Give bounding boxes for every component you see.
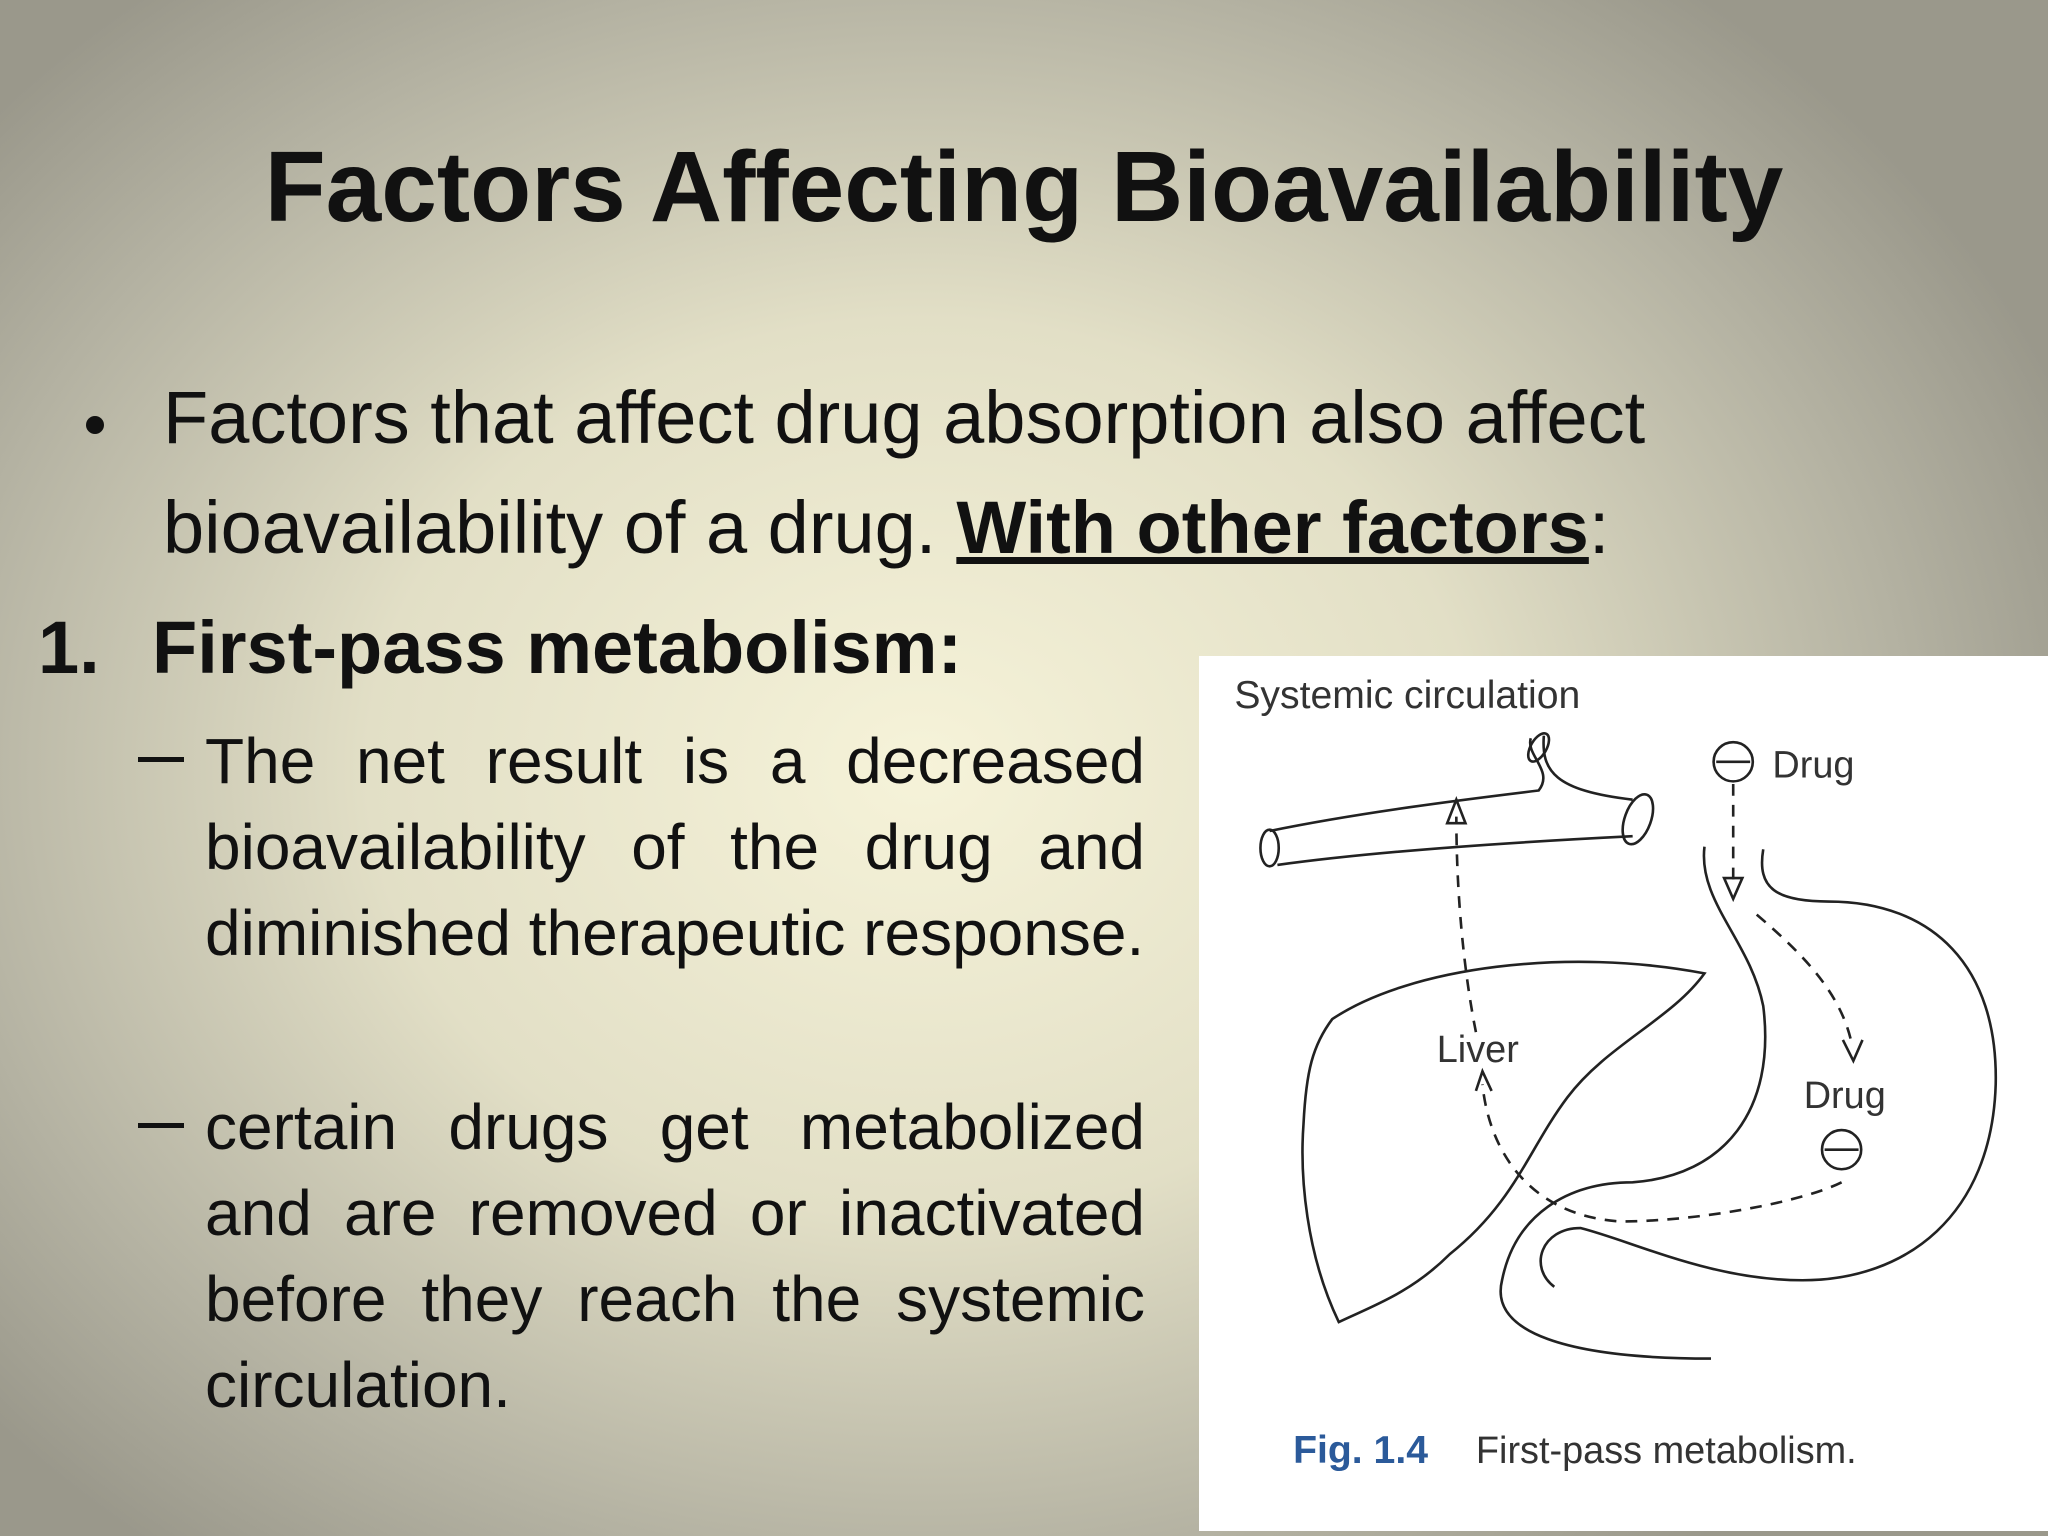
- bullet-emphasis: With other factors: [956, 486, 1589, 569]
- arrow-head: [1445, 796, 1468, 825]
- item-heading: First-pass metabolism:: [152, 606, 963, 689]
- vessel: [1259, 731, 1655, 868]
- flow-arrow: [1455, 816, 1478, 1033]
- bullet-line: Factors that affect drug absorption also…: [163, 376, 1646, 459]
- figure: Systemic circulation Drug Liver Drug Fig…: [1199, 656, 2048, 1531]
- arrow-head: [1474, 1067, 1493, 1092]
- figure-caption: First-pass metabolism.: [1476, 1430, 1857, 1472]
- dash: [138, 757, 184, 762]
- drug-symbol: [1712, 740, 1755, 783]
- figure-number: Fig. 1.4: [1293, 1429, 1428, 1472]
- figure-label: Drug: [1772, 744, 1854, 786]
- subpoint: certain drugs get metabolized and are re…: [205, 1091, 1145, 1421]
- bullet-text: bioavailability of a drug.: [163, 486, 937, 569]
- drug-symbol: [1820, 1128, 1863, 1171]
- subpoint: The net result is a decreased bioavailab…: [205, 725, 1145, 969]
- flow-arrow: [1755, 913, 1854, 1046]
- flow-arrow: [1481, 1084, 1843, 1223]
- bullet-dot: [86, 416, 104, 434]
- arrow-head: [1722, 876, 1745, 903]
- stomach: [1499, 846, 1998, 1360]
- item-marker: 1.: [38, 606, 100, 689]
- arrow-head: [1841, 1039, 1864, 1064]
- dash: [138, 1123, 184, 1128]
- figure-label: Systemic circulation: [1234, 674, 1580, 717]
- figure-label: Drug: [1804, 1075, 1886, 1117]
- figure-label: Liver: [1437, 1029, 1519, 1071]
- bullet-line: bioavailability of a drug. With other fac…: [163, 485, 1609, 570]
- liver: [1301, 960, 1707, 1324]
- slide-title: Factors Affecting Bioavailability: [264, 131, 1784, 243]
- bullet-end: :: [1588, 486, 1610, 569]
